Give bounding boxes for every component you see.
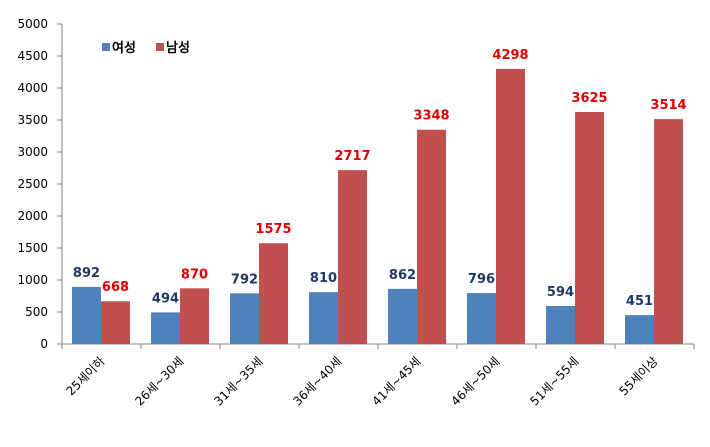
legend-swatch (102, 43, 110, 51)
bar-male (496, 68, 525, 344)
bar-female (546, 305, 575, 344)
y-tick-label: 0 (40, 337, 48, 351)
x-tick-label: 41세~45세 (369, 354, 423, 408)
x-tick-label: 46세~50세 (448, 354, 502, 408)
bar-male (575, 112, 604, 344)
y-tick-label: 5000 (17, 17, 48, 31)
legend-label: 여성 (112, 40, 136, 56)
data-label: 892 (73, 266, 100, 281)
y-tick-label: 500 (25, 305, 48, 319)
data-label: 810 (310, 271, 337, 286)
bar-female (625, 315, 654, 344)
data-label: 2717 (334, 149, 370, 164)
y-tick-label: 2500 (17, 177, 48, 191)
data-label: 870 (181, 267, 208, 282)
bar-male (101, 301, 130, 344)
bar-male (417, 129, 446, 344)
y-tick-label: 3000 (17, 145, 48, 159)
data-label: 1575 (255, 222, 291, 237)
bar-male (338, 170, 367, 344)
data-label: 4298 (492, 48, 528, 63)
bar-female (72, 286, 101, 344)
bar-male (180, 288, 209, 344)
y-tick-label: 3500 (17, 113, 48, 127)
bar-male (259, 243, 288, 344)
y-tick-label: 1500 (17, 241, 48, 255)
legend-label: 남성 (166, 40, 190, 56)
data-label: 594 (547, 285, 574, 300)
bar-male (654, 119, 683, 344)
y-tick-label: 1000 (17, 273, 48, 287)
data-label: 792 (231, 272, 258, 287)
x-tick-label: 36세~40세 (290, 354, 344, 408)
y-axis-ticks: 0 500 1000 1500 2000 2500 3000 3500 4000 4500 5000 (17, 17, 62, 351)
data-label: 796 (468, 272, 495, 287)
legend: 여성 남성 (102, 40, 190, 56)
data-label: 668 (102, 280, 129, 295)
data-label: 3625 (571, 91, 607, 106)
bar-female (309, 292, 338, 344)
x-tick-label: 25세이하 (64, 354, 108, 398)
legend-swatch (156, 43, 164, 51)
bar-female (388, 288, 417, 344)
y-tick-label: 2000 (17, 209, 48, 223)
data-label: 862 (389, 268, 416, 283)
data-label: 494 (152, 291, 179, 306)
bar-female (151, 312, 180, 344)
bar-female (467, 293, 496, 344)
bars (72, 68, 683, 344)
y-tick-label: 4500 (17, 49, 48, 63)
x-tick-label: 26세~30세 (132, 354, 186, 408)
data-label: 3348 (413, 109, 449, 124)
y-tick-label: 4000 (17, 81, 48, 95)
bar-female (230, 293, 259, 344)
x-axis-categories: 25세이하 26세~30세 31세~35세 36세~40세 41세~45세 46세~50세… (64, 354, 661, 408)
x-tick-label: 31세~35세 (211, 354, 265, 408)
x-tick-label: 55세이상 (617, 354, 661, 398)
data-label: 3514 (650, 98, 686, 113)
x-tick-label: 51세~55세 (527, 354, 581, 408)
data-label: 451 (626, 294, 653, 309)
